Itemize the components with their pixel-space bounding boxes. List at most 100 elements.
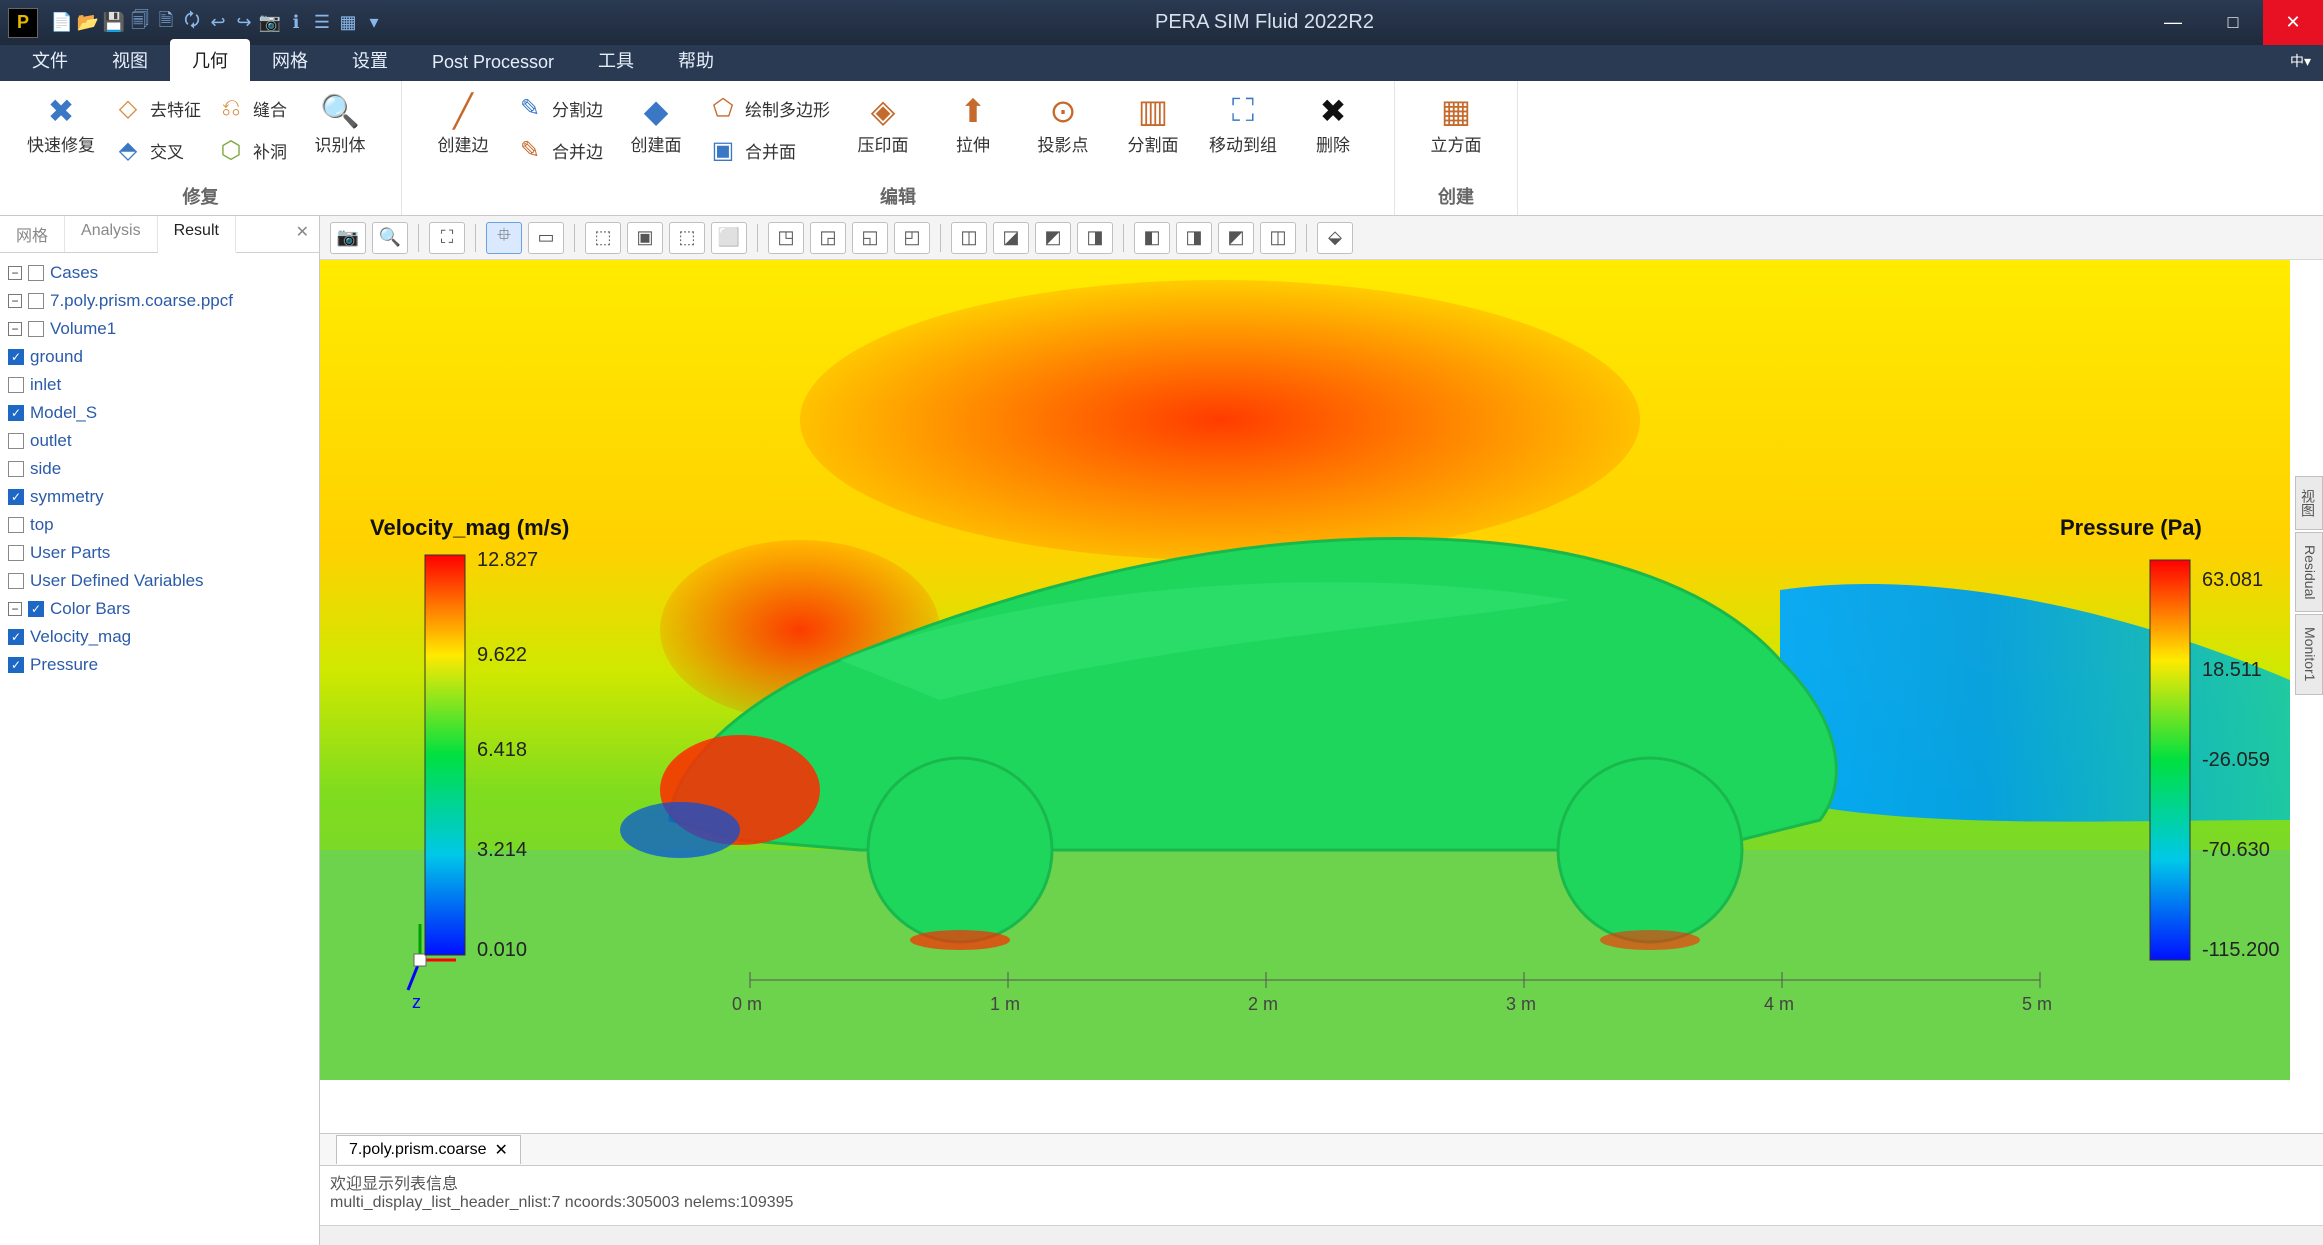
tree-colorbars[interactable]: −✓Color Bars — [4, 595, 315, 623]
right-tab-monitor1[interactable]: Monitor1 — [2295, 614, 2323, 694]
menu-view[interactable]: 视图 — [90, 39, 170, 81]
bottom-tab-close-icon[interactable]: ✕ — [495, 1140, 508, 1160]
ribbon-create-edge[interactable]: ╱创建边 — [418, 87, 508, 171]
ribbon-split-edge[interactable]: ✎分割边 — [508, 87, 611, 129]
viewport-tool-21[interactable]: ◨ — [1077, 222, 1113, 254]
tree-volume[interactable]: −Volume1 — [4, 315, 315, 343]
tree-surface-symmetry-checkbox[interactable]: ✓ — [8, 489, 24, 505]
viewport-tool-10[interactable]: ⬚ — [669, 222, 705, 254]
ribbon-fill-hole[interactable]: ⬡补洞 — [209, 129, 295, 171]
tree-colorbars-toggle-icon[interactable]: − — [8, 602, 22, 616]
qat-button-4[interactable]: 🗎 — [154, 11, 178, 35]
qat-button-10[interactable]: ☰ — [310, 11, 334, 35]
tree-colorbar-velmag[interactable]: ✓Velocity_mag — [4, 623, 315, 651]
viewport-tool-11[interactable]: ⬜ — [711, 222, 747, 254]
tree-surface-models-checkbox[interactable]: ✓ — [8, 405, 24, 421]
tree-surface-symmetry[interactable]: ✓symmetry — [4, 483, 315, 511]
viewport-tool-13[interactable]: ◳ — [768, 222, 804, 254]
left-tab-result[interactable]: Result — [158, 216, 236, 253]
tree-surface-inlet-checkbox[interactable] — [8, 377, 24, 393]
tree-colorbar-pressure-checkbox[interactable]: ✓ — [8, 657, 24, 673]
tree-surface-inlet[interactable]: inlet — [4, 371, 315, 399]
viewport-tool-28[interactable]: ⬙ — [1317, 222, 1353, 254]
viewport-tool-25[interactable]: ◩ — [1218, 222, 1254, 254]
menu-post[interactable]: Post Processor — [410, 44, 576, 81]
ribbon-project[interactable]: ⊙投影点 — [1018, 87, 1108, 171]
viewport-tool-8[interactable]: ⬚ — [585, 222, 621, 254]
ribbon-delete[interactable]: ✖删除 — [1288, 87, 1378, 171]
ribbon-imprint[interactable]: ◈压印面 — [838, 87, 928, 171]
menu-tools[interactable]: 工具 — [576, 39, 656, 81]
ribbon-sew[interactable]: ⎌缝合 — [209, 87, 295, 129]
tree-case[interactable]: −7.poly.prism.coarse.ppcf — [4, 287, 315, 315]
tree-colorbar-velmag-checkbox[interactable]: ✓ — [8, 629, 24, 645]
tree-user-parts-checkbox[interactable] — [8, 545, 24, 561]
ribbon-create-face[interactable]: ◆创建面 — [611, 87, 701, 171]
qat-button-0[interactable]: 📄 — [50, 11, 74, 35]
qat-button-9[interactable]: ℹ — [284, 11, 308, 35]
tree-surface-side-checkbox[interactable] — [8, 461, 24, 477]
horizontal-scrollbar[interactable] — [320, 1225, 2323, 1245]
cfd-plot[interactable]: 0 m1 m2 m3 m4 m5 mzVelocity_mag (m/s)12.… — [320, 260, 2323, 1133]
tree-surface-outlet-checkbox[interactable] — [8, 433, 24, 449]
viewport-tool-18[interactable]: ◫ — [951, 222, 987, 254]
qat-button-11[interactable]: ▦ — [336, 11, 360, 35]
minimize-button[interactable]: — — [2143, 0, 2203, 45]
tree-user-parts[interactable]: User Parts — [4, 539, 315, 567]
tree-user-vars[interactable]: User Defined Variables — [4, 567, 315, 595]
qat-button-8[interactable]: 📷 — [258, 11, 282, 35]
close-button[interactable]: ✕ — [2263, 0, 2323, 45]
right-tab-views[interactable]: 视图 — [2295, 476, 2323, 530]
viewport-tool-3[interactable]: ⛶ — [429, 222, 465, 254]
ribbon-merge-face[interactable]: ▣合并面 — [701, 129, 838, 171]
viewport-tool-14[interactable]: ◲ — [810, 222, 846, 254]
tree-colorbars-checkbox[interactable]: ✓ — [28, 601, 44, 617]
tree-surface-top[interactable]: top — [4, 511, 315, 539]
tree-cases[interactable]: −Cases — [4, 259, 315, 287]
ribbon-extrude[interactable]: ⬆拉伸 — [928, 87, 1018, 171]
tree-case-toggle-icon[interactable]: − — [8, 294, 22, 308]
tree-case-checkbox[interactable] — [28, 293, 44, 309]
viewport-tool-5[interactable]: ⯐ — [486, 222, 522, 254]
tree-volume-toggle-icon[interactable]: − — [8, 322, 22, 336]
qat-button-7[interactable]: ↪ — [232, 11, 256, 35]
tree-cases-checkbox[interactable] — [28, 265, 44, 281]
ribbon-quick-repair[interactable]: ✖快速修复 — [16, 87, 106, 171]
qat-button-6[interactable]: ↩ — [206, 11, 230, 35]
ribbon-split-face[interactable]: ▥分割面 — [1108, 87, 1198, 171]
menu-file[interactable]: 文件 — [10, 39, 90, 81]
ribbon-intersect[interactable]: ⬘交叉 — [106, 129, 209, 171]
ribbon-draw-poly[interactable]: ⬠绘制多边形 — [701, 87, 838, 129]
tree-surface-side[interactable]: side — [4, 455, 315, 483]
ribbon-move-to-group[interactable]: ⛶移动到组 — [1198, 87, 1288, 171]
tree-volume-checkbox[interactable] — [28, 321, 44, 337]
menu-mesh[interactable]: 网格 — [250, 39, 330, 81]
viewport-tool-16[interactable]: ◰ — [894, 222, 930, 254]
menu-help[interactable]: 帮助 — [656, 39, 736, 81]
ribbon-defeature[interactable]: ◇去特征 — [106, 87, 209, 129]
viewport-tool-20[interactable]: ◩ — [1035, 222, 1071, 254]
viewport-tool-6[interactable]: ▭ — [528, 222, 564, 254]
tree-colorbar-pressure[interactable]: ✓Pressure — [4, 651, 315, 679]
left-tab-mesh[interactable]: 网格 — [0, 216, 65, 252]
qat-button-2[interactable]: 💾 — [102, 11, 126, 35]
qat-button-5[interactable]: 🗘 — [180, 11, 204, 35]
tree-surface-ground-checkbox[interactable]: ✓ — [8, 349, 24, 365]
left-tab-analysis[interactable]: Analysis — [65, 216, 158, 252]
viewport-tool-19[interactable]: ◪ — [993, 222, 1029, 254]
viewport-tool-15[interactable]: ◱ — [852, 222, 888, 254]
qat-button-12[interactable]: ▾ — [362, 11, 386, 35]
tree-user-vars-checkbox[interactable] — [8, 573, 24, 589]
language-indicator[interactable]: 中▾ — [2284, 49, 2317, 73]
viewport-tool-26[interactable]: ◫ — [1260, 222, 1296, 254]
left-tab-close-icon[interactable]: ✕ — [286, 216, 319, 252]
viewport-tool-0[interactable]: 📷 — [330, 222, 366, 254]
bottom-tab[interactable]: 7.poly.prism.coarse ✕ — [336, 1135, 521, 1164]
right-tab-residual[interactable]: Residual — [2295, 532, 2323, 612]
menu-geometry[interactable]: 几何 — [170, 39, 250, 81]
tree-surface-models[interactable]: ✓Model_S — [4, 399, 315, 427]
ribbon-merge-edge[interactable]: ✎合并边 — [508, 129, 611, 171]
tree-surface-outlet[interactable]: outlet — [4, 427, 315, 455]
maximize-button[interactable]: □ — [2203, 0, 2263, 45]
tree-surface-top-checkbox[interactable] — [8, 517, 24, 533]
